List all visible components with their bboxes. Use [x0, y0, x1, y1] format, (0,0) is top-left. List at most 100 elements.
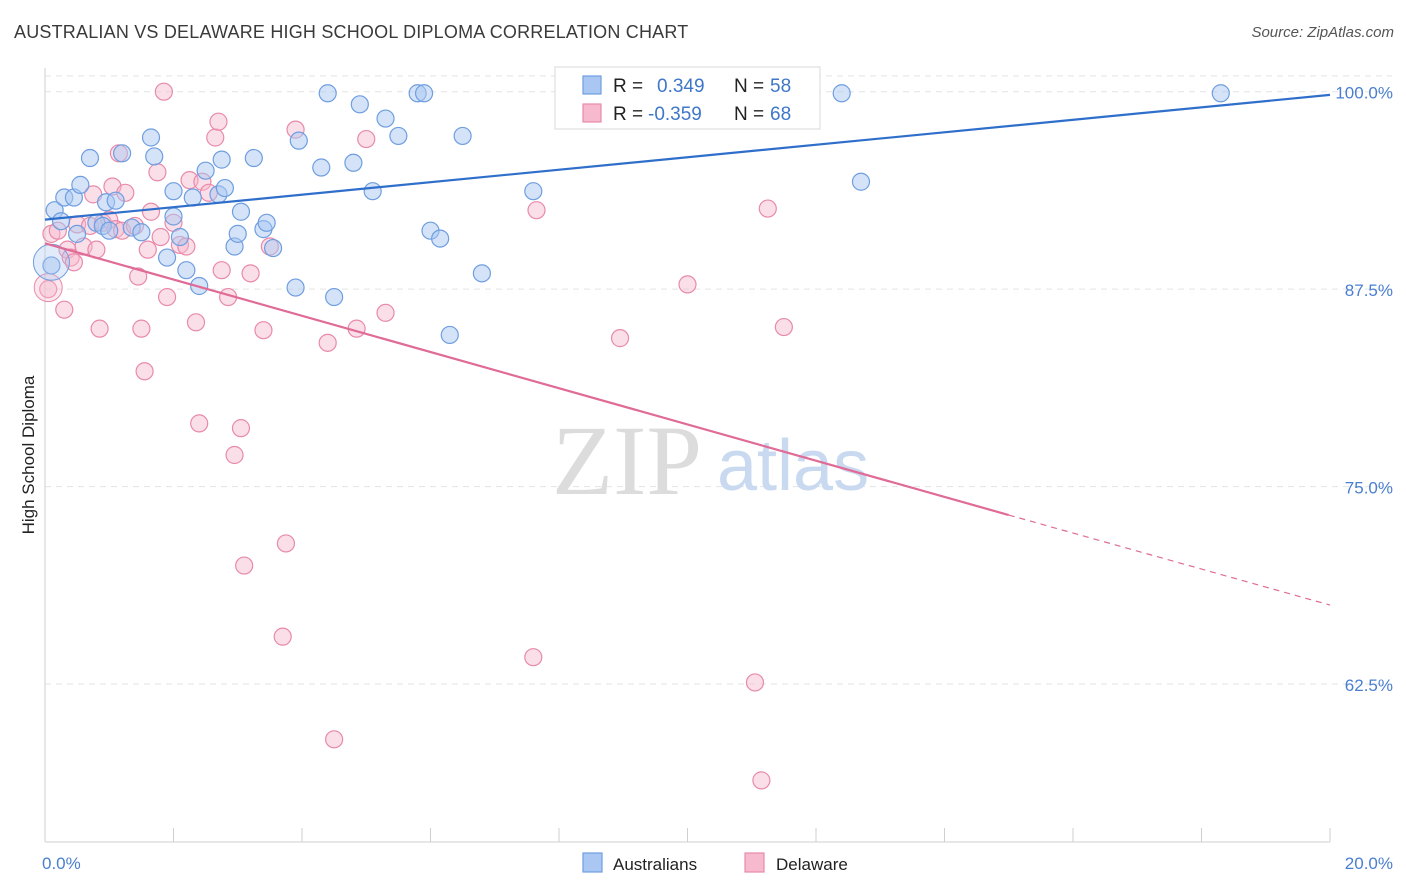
bottom-legend-swatch-delaware — [744, 852, 765, 873]
data-point-australians — [472, 264, 491, 283]
data-point-delaware — [212, 261, 231, 280]
data-point-australians — [68, 224, 87, 243]
data-point-delaware — [39, 280, 58, 299]
data-point-australians — [263, 238, 283, 258]
watermark-zip: ZIP — [552, 405, 702, 516]
data-point-australians — [363, 182, 382, 201]
data-point-delaware — [132, 319, 151, 338]
legend-r-value-2: -0.359 — [648, 104, 702, 125]
data-point-delaware — [235, 556, 254, 575]
data-point-australians — [376, 109, 395, 128]
data-point-delaware — [376, 303, 395, 322]
y-axis-label: High School Diploma — [19, 375, 38, 534]
data-point-delaware — [758, 199, 777, 218]
data-point-australians — [453, 126, 472, 146]
data-point-australians — [289, 131, 308, 150]
data-point-delaware — [190, 414, 209, 433]
data-point-australians — [318, 84, 337, 103]
data-point-australians — [164, 207, 183, 226]
legend-swatch-delaware — [582, 103, 602, 123]
axes — [44, 68, 1331, 843]
bottom-legend-delaware: Delaware — [776, 855, 848, 874]
bottom-legend-swatch-australians — [582, 852, 603, 873]
y-tick-label: 100.0% — [1335, 84, 1393, 103]
legend-n-label-2: N = — [734, 104, 764, 125]
data-point-delaware — [186, 313, 206, 332]
data-point-australians — [164, 182, 183, 201]
data-point-australians — [212, 150, 231, 169]
delaware-points — [33, 82, 793, 790]
data-point-delaware — [276, 534, 296, 553]
grid-lines — [45, 75, 1392, 685]
y-tick-label: 62.5% — [1345, 676, 1393, 695]
data-point-delaware — [678, 275, 697, 294]
data-point-australians — [389, 126, 408, 146]
trend-line-delaware — [44, 242, 1010, 517]
data-point-delaware — [135, 362, 154, 381]
data-point-australians — [257, 213, 276, 232]
data-point-australians — [183, 188, 202, 207]
data-point-australians — [344, 153, 363, 172]
data-point-delaware — [55, 300, 74, 319]
data-point-australians — [325, 287, 344, 307]
data-point-australians — [80, 148, 100, 168]
legend-n-value-2: 68 — [770, 104, 791, 125]
data-point-australians — [1211, 84, 1230, 103]
data-point-delaware — [231, 419, 251, 438]
data-point-australians — [228, 224, 247, 243]
data-point-delaware — [141, 202, 161, 221]
trend-lines — [44, 93, 1331, 606]
data-point-australians — [112, 144, 132, 163]
y-tick-label: 87.5% — [1345, 281, 1393, 300]
data-point-delaware — [254, 321, 273, 340]
data-point-australians — [312, 158, 331, 177]
data-point-delaware — [148, 163, 167, 182]
data-point-australians — [524, 182, 543, 201]
legend-r-label-2: R = — [613, 104, 643, 125]
x-tick-label: 20.0% — [1345, 854, 1393, 873]
legend-swatch-australians — [582, 75, 602, 95]
data-point-australians — [132, 223, 151, 242]
data-point-delaware — [273, 627, 292, 646]
data-point-delaware — [752, 771, 771, 790]
legend-n-value-1: 58 — [770, 76, 791, 97]
data-point-australians — [177, 261, 196, 280]
data-point-australians — [350, 95, 369, 114]
data-point-delaware — [206, 128, 225, 147]
data-point-delaware — [209, 112, 228, 131]
data-point-delaware — [325, 730, 344, 749]
chart-title: AUSTRALIAN VS DELAWARE HIGH SCHOOL DIPLO… — [14, 22, 689, 42]
data-point-australians — [851, 172, 871, 191]
data-point-delaware — [129, 267, 148, 286]
data-point-australians — [244, 148, 263, 168]
data-point-delaware — [524, 648, 543, 667]
data-point-australians — [170, 227, 190, 247]
data-point-delaware — [745, 673, 765, 692]
data-point-australians — [414, 84, 434, 103]
data-point-delaware — [154, 82, 173, 101]
data-point-australians — [106, 191, 125, 210]
data-point-delaware — [774, 317, 793, 337]
data-point-australians — [42, 256, 61, 275]
data-point-australians — [145, 147, 164, 166]
data-point-delaware — [157, 287, 177, 307]
bottom-legend-australians: Australians — [613, 855, 697, 874]
x-tick-label: 0.0% — [42, 854, 81, 873]
y-tick-labels: 100.0% 87.5% 75.0% 62.5% — [1335, 84, 1393, 695]
data-point-australians — [100, 221, 119, 240]
data-point-australians — [215, 178, 234, 198]
data-point-australians — [231, 202, 251, 221]
legend-r-value-1: 0.349 — [657, 76, 705, 97]
data-point-australians — [431, 229, 450, 248]
stats-legend: R = 0.349 N = 58 R = -0.359 N = 68 — [554, 66, 821, 130]
data-point-australians — [51, 212, 71, 231]
data-point-delaware — [138, 240, 157, 259]
watermark: ZIP atlas — [552, 405, 869, 516]
x-tick-labels: 0.0% 20.0% — [42, 854, 1393, 873]
data-point-australians — [141, 128, 161, 147]
data-point-australians — [71, 175, 90, 194]
data-point-australians — [157, 248, 177, 267]
source-label: Source: ZipAtlas.com — [1251, 24, 1394, 41]
data-point-delaware — [151, 227, 170, 247]
